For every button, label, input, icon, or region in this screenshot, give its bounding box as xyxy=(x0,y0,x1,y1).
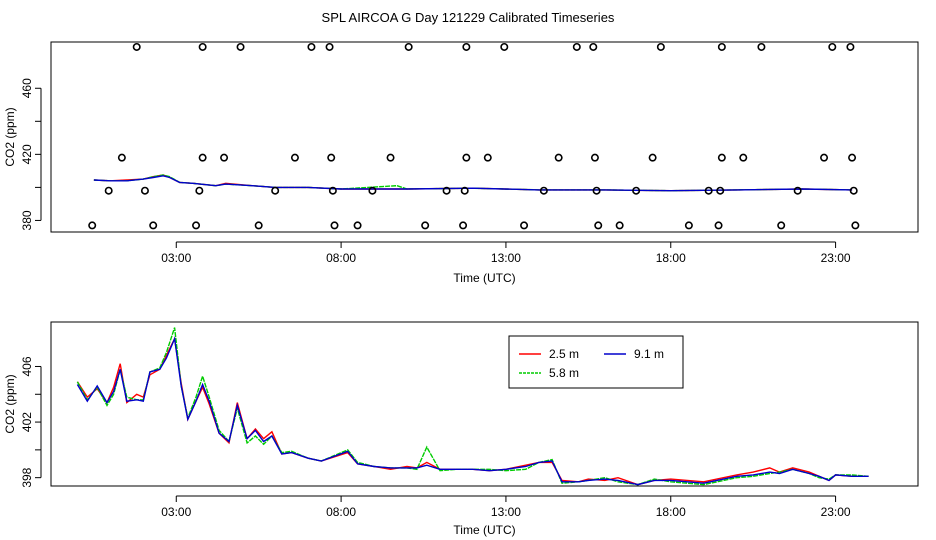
x-tick-label: 13:00 xyxy=(491,251,521,265)
data-point xyxy=(462,42,471,51)
x-tick-label: 03:00 xyxy=(161,251,191,265)
legend-label-5-8-m: 5.8 m xyxy=(549,366,579,380)
data-point xyxy=(117,153,126,162)
data-point xyxy=(462,153,471,162)
data-point xyxy=(149,221,158,230)
data-point xyxy=(328,186,337,195)
data-point xyxy=(483,153,492,162)
data-point xyxy=(848,153,857,162)
x-tick-label: 08:00 xyxy=(326,505,356,519)
data-point xyxy=(704,186,713,195)
plot-frame xyxy=(50,41,919,233)
bottom-panel: 03:00 08:00 13:00 18:00 23:00 Time (UTC) 398 40… xyxy=(3,321,919,537)
data-point xyxy=(589,42,598,51)
x-tick-label: 18:00 xyxy=(656,505,686,519)
data-point xyxy=(648,153,657,162)
y-tick-label: 406 xyxy=(20,356,34,376)
data-point xyxy=(594,221,603,230)
data-point xyxy=(307,42,316,51)
data-point xyxy=(368,186,377,195)
data-point xyxy=(330,221,339,230)
data-point xyxy=(421,221,430,230)
y-tick-label: 398 xyxy=(20,467,34,487)
data-point xyxy=(254,221,263,230)
x-tick-label: 08:00 xyxy=(326,251,356,265)
x-tick-label: 03:00 xyxy=(161,505,191,519)
data-point xyxy=(846,42,855,51)
x-tick-label: 13:00 xyxy=(491,505,521,519)
data-point xyxy=(684,221,693,230)
data-point xyxy=(716,186,725,195)
y-axis-title: CO2 (ppm) xyxy=(3,374,17,433)
series-line-9-1-m xyxy=(93,175,853,192)
data-point xyxy=(851,221,860,230)
data-point xyxy=(325,42,334,51)
data-point xyxy=(460,186,469,195)
y-tick-label: 402 xyxy=(20,412,34,432)
legend-label-9-1-m: 9.1 m xyxy=(634,347,664,361)
x-axis-title: Time (UTC) xyxy=(453,271,515,285)
data-point xyxy=(198,153,207,162)
series-line-2-5-m xyxy=(76,336,869,486)
data-point xyxy=(820,153,829,162)
legend: 2.5 m 5.8 m 9.1 m xyxy=(508,335,684,389)
data-point xyxy=(271,186,280,195)
data-point xyxy=(236,42,245,51)
data-point xyxy=(520,221,529,230)
data-point xyxy=(290,153,299,162)
data-point xyxy=(572,42,581,51)
y-tick-label: 460 xyxy=(20,78,34,98)
data-point xyxy=(828,42,837,51)
data-point xyxy=(192,221,201,230)
data-point xyxy=(327,153,336,162)
y-tick-label: 420 xyxy=(20,144,34,164)
x-axis-title: Time (UTC) xyxy=(453,523,515,537)
data-point xyxy=(793,186,802,195)
data-point xyxy=(739,153,748,162)
x-tick-label: 23:00 xyxy=(821,251,851,265)
data-point xyxy=(849,186,858,195)
data-point xyxy=(220,153,229,162)
data-point xyxy=(88,221,97,230)
data-point xyxy=(140,186,149,195)
y-tick-label: 380 xyxy=(20,210,34,230)
data-point xyxy=(459,221,468,230)
plot-frame xyxy=(50,321,919,487)
data-point xyxy=(714,221,723,230)
data-point xyxy=(717,153,726,162)
data-point xyxy=(386,153,395,162)
x-tick-label: 18:00 xyxy=(656,251,686,265)
legend-box xyxy=(508,335,684,389)
data-point xyxy=(404,42,413,51)
data-point xyxy=(554,153,563,162)
data-point xyxy=(590,153,599,162)
data-point xyxy=(615,221,624,230)
legend-label-2-5-m: 2.5 m xyxy=(549,347,579,361)
chart-title: SPL AIRCOA G Day 121229 Calibrated Times… xyxy=(322,10,615,25)
data-point xyxy=(104,186,113,195)
series-line-5-8-m xyxy=(76,327,869,486)
x-tick-label: 23:00 xyxy=(821,505,851,519)
series-group xyxy=(88,42,860,230)
series-line-9-1-m xyxy=(76,336,869,486)
top-panel: 03:00 08:00 13:00 18:00 23:00 Time (UTC) 380 42… xyxy=(3,41,919,285)
data-point xyxy=(717,42,726,51)
data-point xyxy=(442,186,451,195)
data-point xyxy=(353,221,362,230)
data-point xyxy=(539,186,548,195)
series-group xyxy=(76,327,869,486)
data-point xyxy=(656,42,665,51)
data-point xyxy=(198,42,207,51)
data-point xyxy=(592,186,601,195)
data-point xyxy=(777,221,786,230)
data-point xyxy=(500,42,509,51)
y-axis-title: CO2 (ppm) xyxy=(3,107,17,166)
data-point xyxy=(195,186,204,195)
data-point xyxy=(132,42,141,51)
data-point xyxy=(632,186,641,195)
data-point xyxy=(757,42,766,51)
